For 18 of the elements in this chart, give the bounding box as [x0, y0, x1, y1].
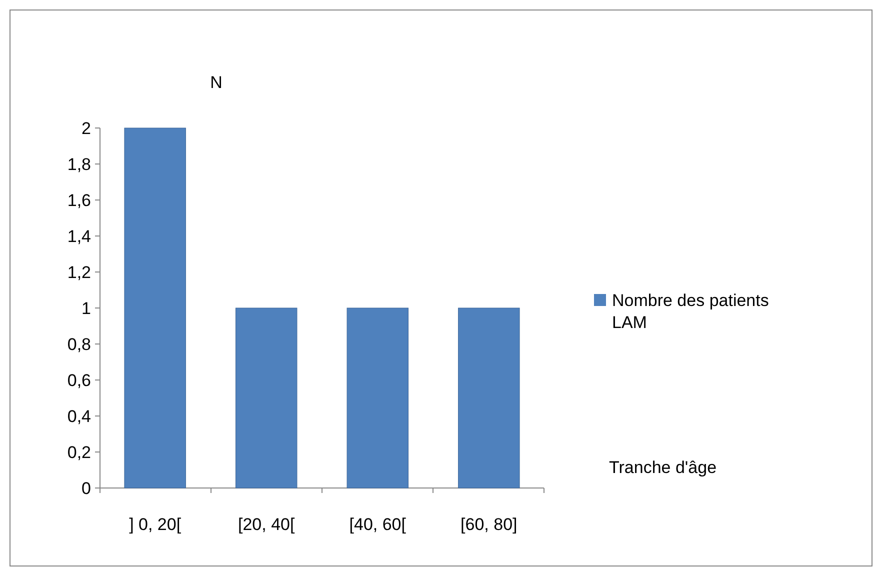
y-axis-title: N [210, 73, 222, 92]
y-tick-label: 1,8 [67, 154, 91, 174]
y-tick-label: 1,6 [67, 190, 91, 210]
y-tick-label: 0 [82, 478, 91, 498]
x-axis-title: Tranche d'âge [609, 458, 717, 477]
y-tick-label: 0,4 [67, 406, 91, 426]
x-tick-label: ] 0, 20[ [129, 515, 182, 534]
legend-label: Nombre des patients LAM [612, 290, 769, 332]
y-tick-label: 0,6 [67, 370, 91, 390]
x-tick-label: [60, 80] [460, 515, 518, 534]
y-tick-label: 1,2 [67, 262, 91, 282]
x-tick-label: [40, 60[ [349, 515, 406, 534]
y-tick-label: 1 [82, 298, 91, 318]
x-tick-label: [20, 40[ [238, 515, 295, 534]
y-tick-label: 0,8 [67, 334, 91, 354]
y-tick-label: 1,4 [67, 226, 91, 246]
y-tick-label: 0,2 [67, 442, 91, 462]
y-tick-label: 2 [82, 118, 91, 138]
